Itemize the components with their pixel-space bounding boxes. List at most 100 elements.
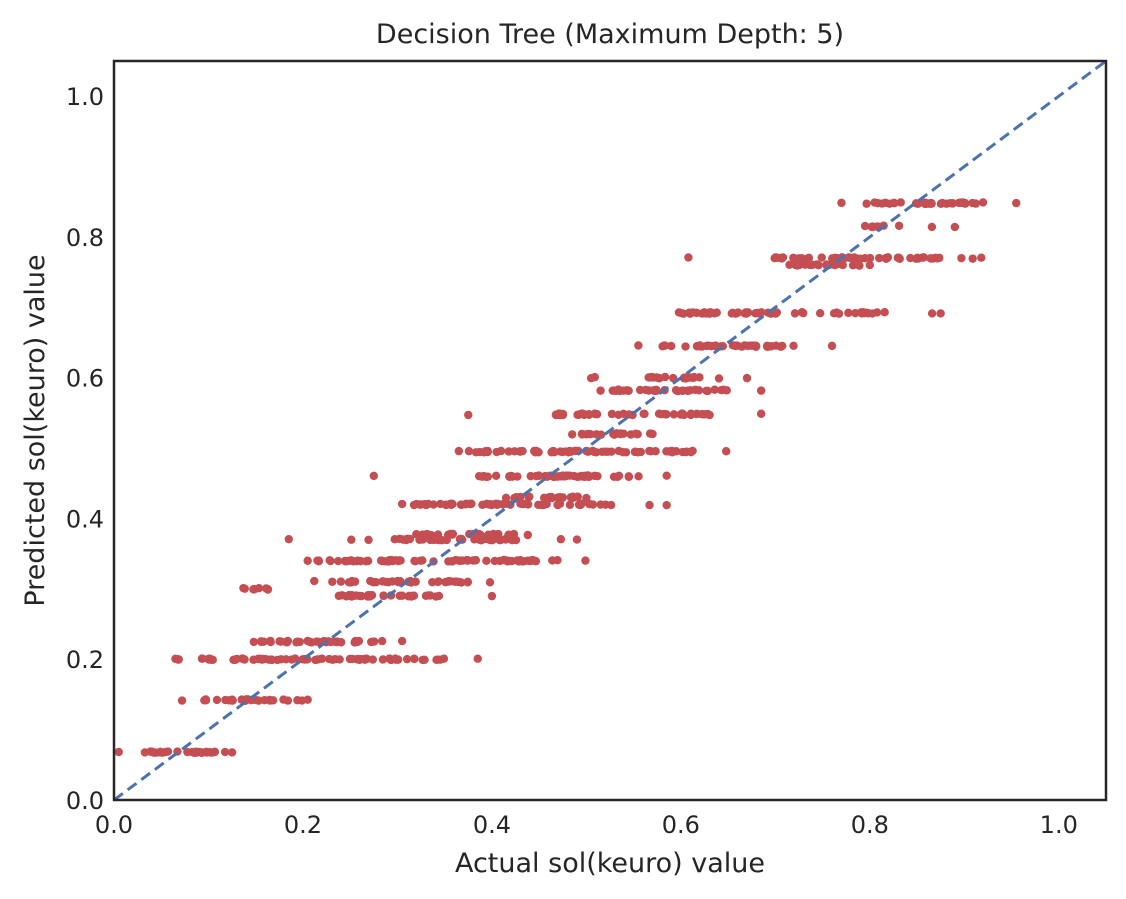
data-point — [328, 577, 337, 586]
data-point — [491, 471, 501, 481]
data-point — [703, 409, 713, 419]
data-point — [778, 341, 787, 351]
data-point — [554, 410, 563, 419]
data-point — [454, 446, 464, 456]
data-point — [957, 253, 966, 263]
data-point — [832, 260, 841, 269]
data-point — [561, 447, 570, 456]
data-point — [553, 555, 562, 565]
data-point — [474, 529, 484, 539]
data-point — [303, 556, 312, 565]
data-point — [712, 308, 721, 317]
data-point — [936, 309, 945, 318]
data-point — [585, 499, 594, 509]
data-point — [312, 655, 322, 664]
data-point — [645, 446, 654, 456]
data-point — [474, 471, 484, 481]
data-point — [528, 555, 537, 565]
data-point — [114, 747, 123, 757]
data-point — [606, 500, 616, 510]
x-axis-label: Actual sol(keuro) value — [455, 848, 765, 879]
plot-frame — [112, 59, 1108, 802]
data-point — [568, 430, 577, 439]
data-point — [525, 492, 534, 501]
data-point — [356, 556, 365, 566]
data-point — [925, 199, 934, 208]
data-point — [249, 655, 258, 664]
data-point — [609, 429, 618, 439]
data-point — [379, 591, 388, 600]
data-point — [679, 410, 689, 420]
data-point — [848, 261, 858, 270]
data-point — [856, 308, 866, 317]
data-point — [790, 309, 800, 318]
data-point — [433, 530, 443, 539]
data-point — [978, 198, 988, 207]
data-point — [429, 500, 438, 509]
data-point — [634, 341, 643, 350]
y-tick-label: 0.2 — [66, 646, 104, 674]
data-point — [368, 655, 377, 664]
data-point — [692, 308, 701, 318]
x-axis-ticks: 0.0 0.2 0.4 0.6 0.8 1.0 — [95, 811, 1078, 839]
data-point — [808, 260, 817, 269]
data-point — [622, 386, 632, 395]
data-point — [895, 254, 904, 263]
data-point — [468, 556, 478, 565]
data-point — [156, 747, 165, 756]
data-point — [722, 447, 731, 456]
data-point — [334, 591, 344, 601]
data-point — [660, 341, 670, 350]
data-point — [347, 535, 356, 544]
data-point — [875, 253, 884, 263]
data-point — [395, 556, 404, 565]
data-point — [464, 446, 474, 456]
data-point — [422, 529, 432, 539]
y-axis-label: Predicted sol(keuro) value — [20, 254, 51, 606]
data-point — [523, 500, 533, 509]
data-point — [227, 748, 237, 757]
data-point — [860, 221, 870, 231]
data-point — [880, 308, 889, 317]
data-point — [378, 655, 388, 664]
data-point — [864, 309, 873, 318]
data-point — [140, 748, 150, 757]
data-point — [1012, 198, 1021, 208]
data-point — [912, 254, 921, 263]
data-point — [651, 386, 661, 395]
data-point — [667, 341, 676, 351]
data-point — [619, 409, 628, 419]
data-point — [183, 747, 192, 757]
data-point — [464, 410, 473, 420]
data-point — [502, 556, 511, 565]
data-point — [398, 535, 407, 544]
data-point — [789, 253, 798, 263]
data-point — [662, 410, 671, 419]
data-point — [577, 499, 586, 508]
data-point — [958, 198, 968, 207]
data-point — [448, 529, 458, 539]
data-point — [919, 253, 929, 262]
data-point — [376, 556, 386, 565]
data-point — [832, 308, 841, 317]
data-point — [397, 499, 407, 509]
data-point — [377, 636, 387, 646]
data-point — [662, 500, 671, 510]
data-point — [631, 429, 641, 438]
data-point — [763, 342, 772, 351]
data-point — [948, 199, 957, 208]
data-point — [473, 654, 482, 663]
data-point — [457, 500, 466, 509]
x-tick-label: 0.8 — [851, 811, 889, 839]
data-point — [489, 529, 498, 539]
data-point — [416, 556, 425, 565]
data-point — [228, 696, 237, 705]
data-point — [565, 500, 575, 510]
data-point — [310, 576, 319, 586]
data-point — [742, 373, 752, 383]
data-point — [523, 530, 533, 540]
data-point — [263, 585, 273, 594]
data-point — [363, 556, 373, 566]
data-point — [393, 576, 402, 586]
data-point — [475, 447, 485, 457]
